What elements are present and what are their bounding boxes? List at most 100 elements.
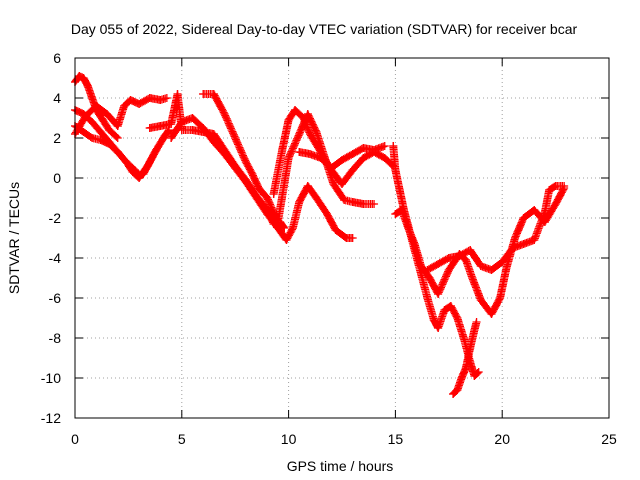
y-tick-label: -2 [49,210,62,226]
data-point [88,94,97,102]
x-tick-label: 25 [601,431,617,447]
data-point [476,262,485,270]
data-point [303,110,312,118]
marker-trail [423,182,567,274]
data-point [348,150,357,158]
x-tick-label: 15 [388,431,404,447]
data-point [177,118,186,126]
data-point [299,114,308,122]
y-tick-label: -6 [49,290,62,306]
y-tick-labels: -12 -10 -8 -6 -4 -2 0 2 4 6 [41,50,61,426]
data-point [340,196,349,204]
data-point [162,94,171,102]
data-point [167,120,176,128]
data-point [312,194,321,202]
data-point [103,110,112,118]
series-pass-3 [71,122,173,182]
data-point [331,226,340,234]
data-point [220,150,229,158]
data-point [316,154,325,162]
series-pass-13 [449,318,481,398]
data-point [284,154,293,162]
series-pass-6 [167,114,357,244]
data-point [359,154,368,162]
data-point [254,184,263,192]
data-point [466,344,475,352]
data-point [209,90,218,98]
marker-trail [391,185,568,318]
data-point [105,126,114,134]
data-point [88,134,97,142]
series-pass-12 [423,182,569,274]
data-point [487,310,496,318]
data-point [461,364,470,372]
y-tick-label: 2 [53,130,61,146]
x-tick-label: 0 [71,431,79,447]
data-point [359,144,368,152]
data-point [263,194,272,202]
data-point [404,224,413,232]
data-point [113,148,122,156]
data-point [519,214,528,222]
data-markers [71,72,569,398]
data-point [429,316,438,324]
data-point [348,198,357,206]
data-point [459,334,468,342]
data-point [312,128,321,136]
data-point [446,302,455,310]
data-point [338,180,346,188]
data-point [466,246,475,254]
data-point [391,166,400,174]
data-point [545,186,554,194]
data-point [167,134,176,142]
data-point [444,254,453,262]
data-point [551,200,560,208]
data-point [75,72,84,80]
data-point [423,294,432,302]
data-point [156,96,165,104]
data-point [278,146,287,154]
series-pass-7 [199,90,379,226]
data-point [220,110,229,118]
data-point [348,166,357,174]
data-point [305,130,314,138]
data-point [173,90,182,98]
data-point [380,154,389,162]
data-point [410,240,419,248]
data-point [496,294,505,302]
data-point [359,200,368,208]
data-point [145,94,154,102]
data-point [455,252,464,260]
data-point [295,148,304,156]
data-point [444,266,453,274]
x-tick-labels: 0 5 10 15 20 25 [71,431,617,447]
data-point [470,326,479,334]
data-point [389,142,398,150]
data-point [98,116,107,124]
data-point [397,206,406,214]
data-point [487,266,496,274]
data-point [519,240,528,248]
data-point [88,118,97,126]
data-point [269,190,278,198]
data-point [434,324,443,332]
data-point [156,122,165,130]
data-point [120,102,129,110]
data-point [199,90,208,98]
data-point [143,162,152,170]
data-point [96,128,105,136]
data-point [273,218,282,226]
data-point [295,130,304,138]
data-point [560,182,569,190]
y-tick-label: 6 [53,50,61,66]
data-point [472,318,481,326]
data-point [79,74,88,82]
chart-title: Day 055 of 2022, Sidereal Day-to-day VTE… [71,21,578,37]
data-point [395,186,404,194]
y-axis-label: SDTVAR / TECUs [6,182,22,294]
data-point [530,236,539,244]
x-axis-label: GPS time / hours [287,458,394,474]
data-point [209,138,218,146]
y-tick-label: -8 [49,330,62,346]
